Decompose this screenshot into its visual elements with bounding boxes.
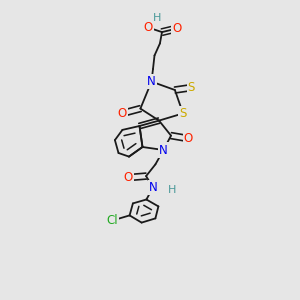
Text: N: N — [147, 75, 156, 88]
Text: N: N — [148, 181, 158, 194]
Text: S: S — [179, 107, 187, 120]
Text: H: H — [153, 13, 162, 23]
Text: H: H — [167, 184, 176, 195]
Text: N: N — [159, 143, 168, 157]
Text: O: O — [144, 21, 153, 34]
Text: O: O — [184, 132, 193, 145]
Text: O: O — [124, 171, 133, 184]
Text: O: O — [118, 107, 127, 120]
Text: O: O — [172, 22, 182, 35]
Text: S: S — [188, 81, 195, 94]
Text: Cl: Cl — [107, 214, 118, 227]
